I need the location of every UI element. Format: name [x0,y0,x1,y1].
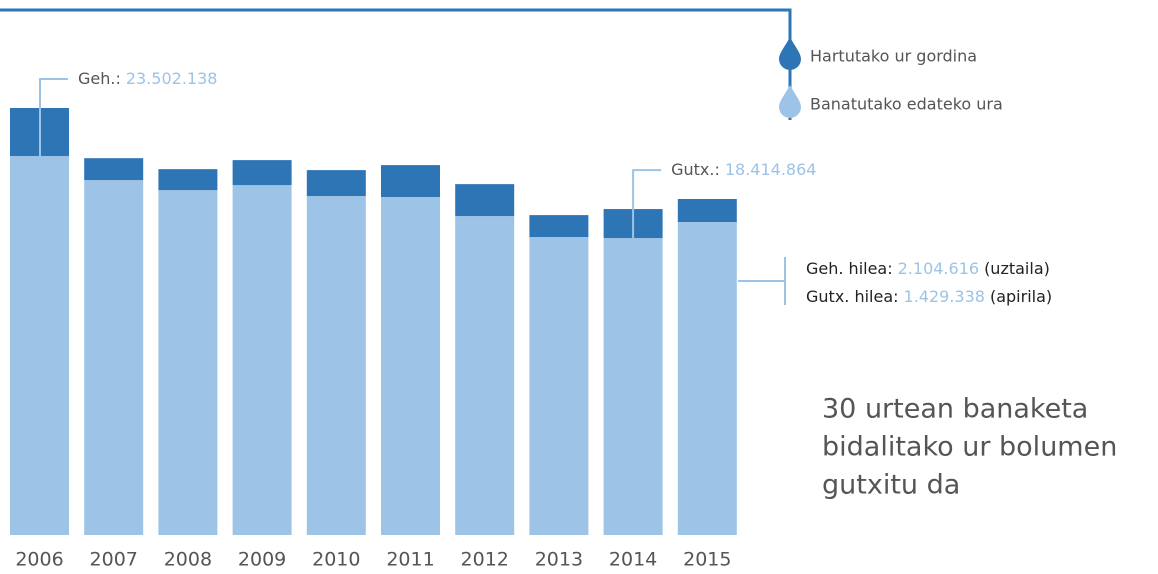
x-tick-label: 2013 [535,549,583,571]
bar-segment [603,238,663,535]
legend-label: Hartutako ur gordina [810,47,977,66]
note-value: 2.104.616 [898,259,979,278]
annotation-value: 23.502.138 [126,69,218,88]
bar-segment [158,169,218,191]
annotation: Geh.: 23.502.138 [78,69,217,88]
note: Geh. hilea: 2.104.616 (uztaila) [806,259,1050,278]
bar-segment [455,184,515,217]
legend-marker [779,37,801,70]
statement: bidalitako ur bolumen [822,432,1117,463]
x-tick-label: 2014 [609,549,657,571]
note-label: Geh. hilea: [806,259,893,278]
bar-segment [232,185,292,536]
statement: gutxitu da [822,470,960,501]
bar-segment [677,222,737,536]
bar-segment [84,180,144,536]
bar-segment [529,215,589,238]
decor-line [0,8,792,120]
x-tick-label: 2007 [90,549,138,571]
annotation-label: Geh.: [78,69,121,88]
bar-segment [232,160,292,186]
x-tick-label: 2006 [15,549,63,571]
x-tick-label: 2012 [461,549,509,571]
x-tick-label: 2011 [386,549,434,571]
statement: 30 urtean banaketa [822,394,1088,425]
note-value: 1.429.338 [904,287,985,306]
legend-label: Banatutako edateko ura [810,95,1003,114]
note-suffix: (apirila) [990,287,1052,306]
legend-marker [779,85,801,118]
bar-segment [529,237,589,535]
bar-segment [381,165,440,198]
bar-segment [158,190,218,535]
bar-segment [84,158,144,181]
note-suffix: (uztaila) [984,259,1050,278]
bar-segment [677,198,737,223]
bar-segment [306,196,366,535]
x-tick-label: 2009 [238,549,286,571]
annotation-value: 18.414.864 [725,160,817,179]
annotation-label: Gutx.: [671,160,720,179]
bar-segment [455,216,515,535]
bar-segment [306,170,366,197]
note-label: Gutx. hilea: [806,287,899,306]
annotation: Gutx.: 18.414.864 [671,160,816,179]
x-tick-label: 2008 [164,549,212,571]
note: Gutx. hilea: 1.429.338 (apirila) [806,287,1052,306]
annotation-line [632,169,662,239]
x-tick-label: 2010 [312,549,360,571]
annotation-line [39,78,68,157]
bar-segment [381,197,440,535]
x-tick-label: 2015 [683,549,731,571]
bar-segment [10,156,69,535]
